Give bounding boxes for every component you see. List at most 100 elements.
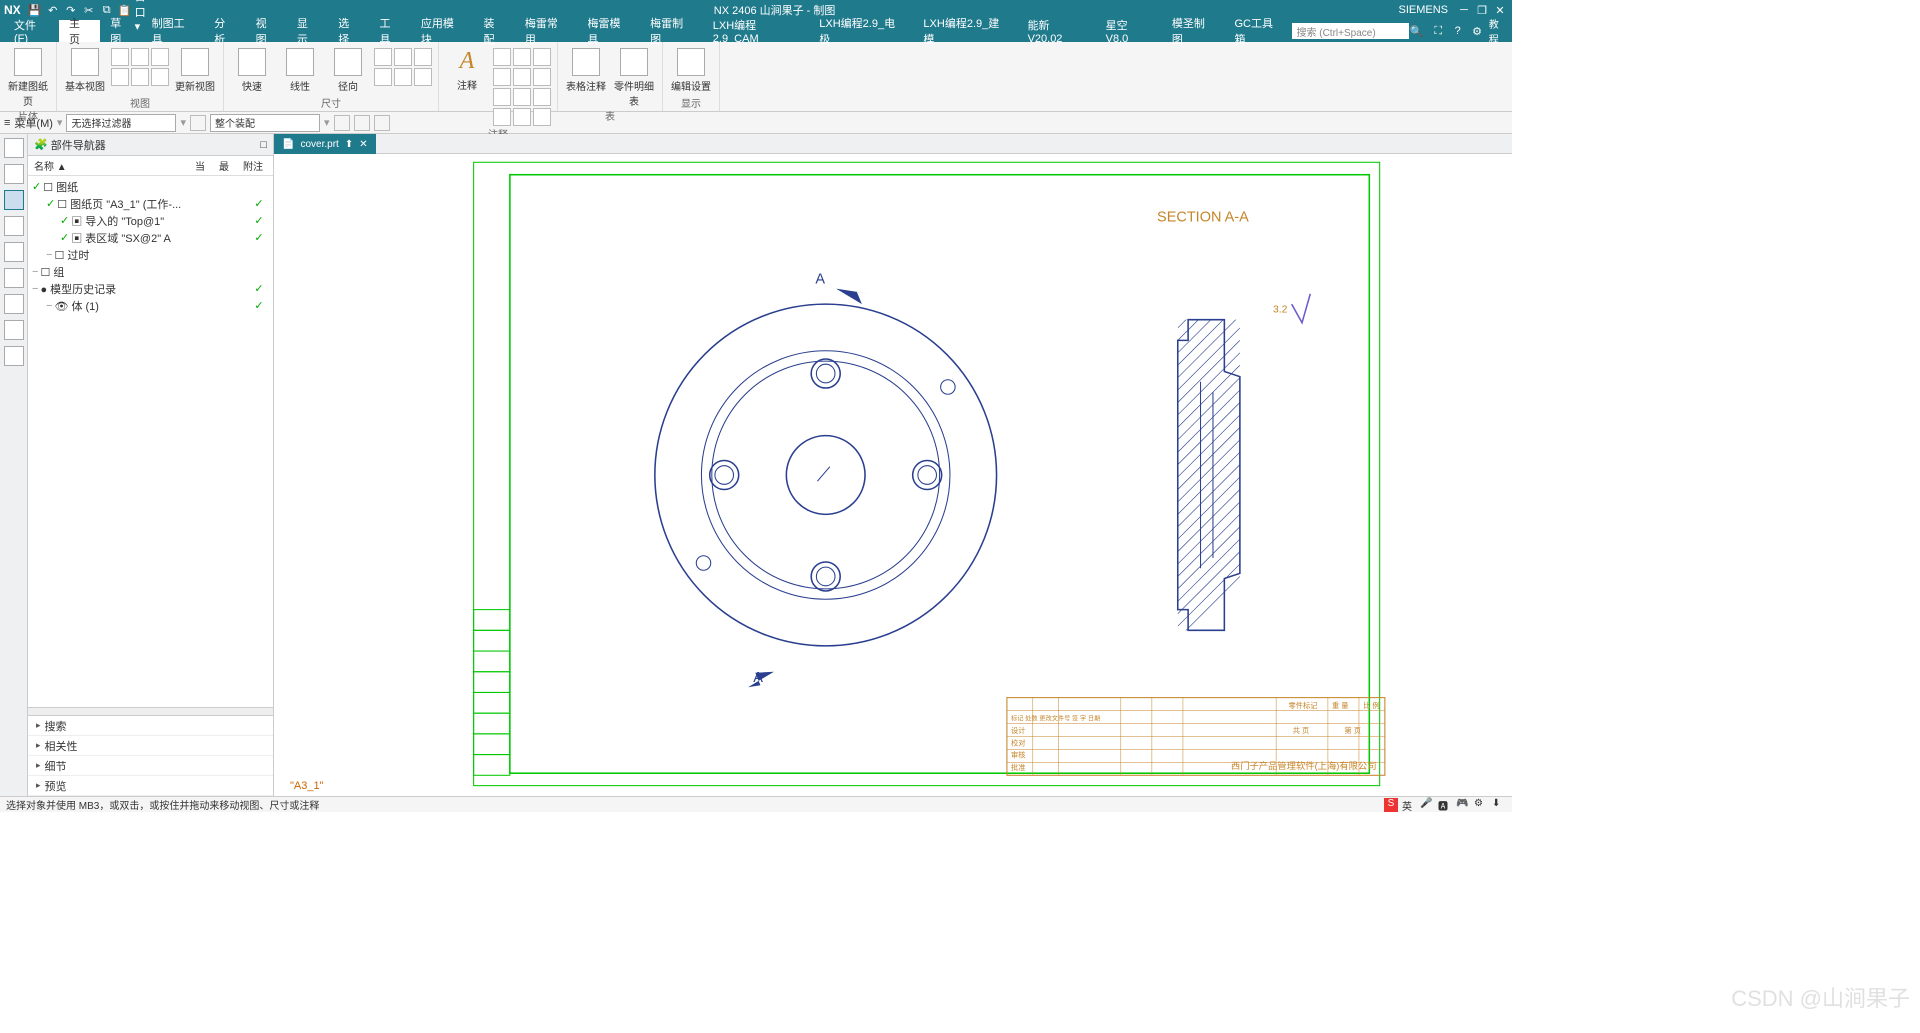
selection-filter[interactable]: 无选择过滤器 bbox=[66, 114, 176, 132]
menu-tab[interactable]: 显示 bbox=[287, 20, 328, 42]
ribbon-button[interactable]: 径向 bbox=[326, 48, 370, 93]
note-button[interactable]: A注释 bbox=[445, 48, 489, 92]
col-current[interactable]: 当 bbox=[195, 158, 219, 173]
menu-tab[interactable]: 主页 bbox=[59, 20, 100, 42]
menu-tab[interactable]: 草图 bbox=[100, 20, 141, 42]
ribbon-button[interactable]: 新建图纸页 bbox=[6, 48, 50, 108]
menu-tab[interactable]: 制图工具 bbox=[142, 20, 205, 42]
menu-tab[interactable]: 梅雷模具 bbox=[577, 20, 640, 42]
ribbon-button[interactable]: 编辑设置 bbox=[669, 48, 713, 93]
ribbon-small-button[interactable] bbox=[533, 48, 551, 66]
ime-icon[interactable]: S bbox=[1384, 798, 1398, 812]
ribbon-small-button[interactable] bbox=[414, 68, 432, 86]
scrollbar-h[interactable] bbox=[28, 707, 273, 715]
col-name[interactable]: 名称 ▲ bbox=[34, 158, 195, 173]
menu-tab[interactable]: 工具 bbox=[370, 20, 411, 42]
col-latest[interactable]: 最 bbox=[219, 158, 243, 173]
ribbon-small-button[interactable] bbox=[493, 68, 511, 86]
drawing-canvas[interactable]: AASECTION A-A3.2西门子产品管理软件(上海)有限公司零件标记重 量… bbox=[274, 154, 1512, 796]
ribbon-button[interactable]: 更新视图 bbox=[173, 48, 217, 93]
ribbon-button[interactable]: 基本视图 bbox=[63, 48, 107, 93]
help-icon[interactable]: ? bbox=[1450, 23, 1465, 39]
filter-icon-2[interactable] bbox=[334, 115, 350, 131]
ribbon-small-button[interactable] bbox=[513, 68, 531, 86]
ribbon-small-button[interactable] bbox=[493, 48, 511, 66]
col-notes[interactable]: 附注 bbox=[243, 158, 267, 173]
document-tab[interactable]: 📄 cover.prt ⬆ ✕ bbox=[274, 134, 376, 154]
menu-tab[interactable]: 分析 bbox=[204, 20, 245, 42]
tree-row[interactable]: ✓☐ 图纸页 "A3_1" (工作-...✓ bbox=[32, 195, 269, 212]
menu-tab[interactable]: 选择 bbox=[328, 20, 369, 42]
ribbon-small-button[interactable] bbox=[513, 88, 531, 106]
menu-tab[interactable]: 文件(F) bbox=[4, 20, 59, 42]
filter-icon-1[interactable] bbox=[190, 115, 206, 131]
tree-row[interactable]: −👁 体 (1)✓ bbox=[32, 297, 269, 314]
menu-tab[interactable]: LXH编程2.9_电极 bbox=[809, 20, 913, 42]
menu-tab[interactable]: 梅雷制图 bbox=[640, 20, 703, 42]
ribbon-small-button[interactable] bbox=[513, 108, 531, 126]
filter-icon-3[interactable] bbox=[354, 115, 370, 131]
ribbon-small-button[interactable] bbox=[414, 48, 432, 66]
ribbon-small-button[interactable] bbox=[374, 48, 392, 66]
status-icon-3[interactable]: 🎮 bbox=[1456, 798, 1470, 812]
tab-close-icon[interactable]: ✕ bbox=[359, 139, 367, 150]
ribbon-small-button[interactable] bbox=[151, 48, 169, 66]
status-icon-5[interactable]: ⬇ bbox=[1492, 798, 1506, 812]
ribbon-small-button[interactable] bbox=[374, 68, 392, 86]
rail-icon-1[interactable] bbox=[4, 138, 24, 158]
ribbon-button[interactable]: 快速 bbox=[230, 48, 274, 93]
ribbon-button[interactable]: 线性 bbox=[278, 48, 322, 93]
search-input[interactable]: 搜索 (Ctrl+Space) bbox=[1292, 23, 1409, 39]
menu-tab[interactable]: LXH编程2.9_建模 bbox=[913, 20, 1017, 42]
ribbon-small-button[interactable] bbox=[493, 88, 511, 106]
ribbon-small-button[interactable] bbox=[131, 48, 149, 66]
tree-row[interactable]: ✓▣ 表区域 "SX@2" A✓ bbox=[32, 229, 269, 246]
ribbon-button[interactable]: 零件明细表 bbox=[612, 48, 656, 108]
accordion-item[interactable]: 搜索 bbox=[28, 716, 273, 736]
restore-icon[interactable]: ❐ bbox=[1474, 2, 1490, 18]
tree-row[interactable]: ✓☐ 图纸 bbox=[32, 178, 269, 195]
tree-row[interactable]: −☐ 过时 bbox=[32, 246, 269, 263]
ribbon-small-button[interactable] bbox=[394, 48, 412, 66]
status-icon-1[interactable]: 🎤 bbox=[1420, 798, 1434, 812]
accordion-item[interactable]: 细节 bbox=[28, 756, 273, 776]
rail-icon-8[interactable] bbox=[4, 320, 24, 340]
ribbon-small-button[interactable] bbox=[533, 68, 551, 86]
menu-tab[interactable]: GC工具箱 bbox=[1225, 20, 1293, 42]
ribbon-small-button[interactable] bbox=[131, 68, 149, 86]
status-icon-4[interactable]: ⚙ bbox=[1474, 798, 1488, 812]
menu-tab[interactable]: 梅雷常用 bbox=[515, 20, 578, 42]
fullscreen-icon[interactable]: ⛶ bbox=[1431, 23, 1446, 39]
menu-icon[interactable]: ≡ bbox=[4, 117, 10, 129]
rail-icon-5[interactable] bbox=[4, 242, 24, 262]
ribbon-small-button[interactable] bbox=[493, 108, 511, 126]
save-icon[interactable]: 💾 bbox=[27, 2, 43, 18]
ribbon-small-button[interactable] bbox=[111, 48, 129, 66]
accordion-item[interactable]: 相关性 bbox=[28, 736, 273, 756]
tutorial-button[interactable]: 教程 bbox=[1489, 23, 1508, 39]
tree-row[interactable]: −☐ 组 bbox=[32, 263, 269, 280]
tree-row[interactable]: −● 模型历史记录✓ bbox=[32, 280, 269, 297]
ribbon-small-button[interactable] bbox=[111, 68, 129, 86]
menu-tab[interactable]: 装配 bbox=[474, 20, 515, 42]
menu-tab[interactable]: 模圣制图 bbox=[1162, 20, 1225, 42]
status-icon-2[interactable]: 🅰 bbox=[1438, 798, 1452, 812]
menu-button[interactable]: 菜单(M) bbox=[14, 115, 53, 131]
menu-tab[interactable]: 视图 bbox=[246, 20, 287, 42]
undo-icon[interactable]: ↶ bbox=[45, 2, 61, 18]
search-icon[interactable]: 🔍 bbox=[1409, 25, 1425, 38]
menu-tab[interactable]: 应用模块 bbox=[411, 20, 474, 42]
rail-icon-7[interactable] bbox=[4, 294, 24, 314]
settings-icon[interactable]: ⚙ bbox=[1469, 23, 1484, 39]
ribbon-small-button[interactable] bbox=[533, 108, 551, 126]
menu-tab[interactable]: 能新 V20.02 bbox=[1018, 20, 1096, 42]
ime-lang[interactable]: 英 bbox=[1402, 798, 1416, 812]
ribbon-small-button[interactable] bbox=[533, 88, 551, 106]
navigator-pin-icon[interactable]: □ bbox=[260, 139, 267, 151]
assembly-filter[interactable]: 整个装配 bbox=[210, 114, 320, 132]
rail-icon-6[interactable] bbox=[4, 268, 24, 288]
rail-icon-4[interactable] bbox=[4, 216, 24, 236]
rail-icon-9[interactable] bbox=[4, 346, 24, 366]
ribbon-small-button[interactable] bbox=[151, 68, 169, 86]
rail-icon-2[interactable] bbox=[4, 164, 24, 184]
